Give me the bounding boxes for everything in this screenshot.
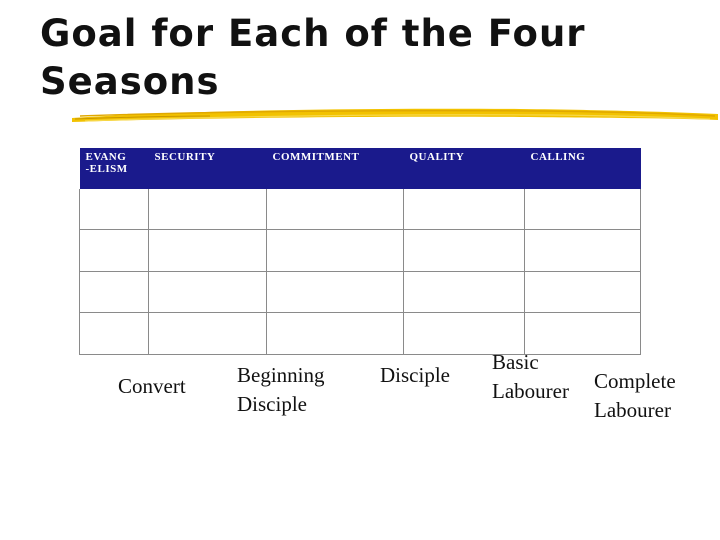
seasons-table: EVANG -ELISM SECURITY COMMITMENT QUALITY … — [79, 148, 641, 355]
table-row — [79, 189, 641, 231]
table-cell — [524, 189, 641, 231]
table-cell — [79, 312, 149, 355]
table-cell — [524, 229, 641, 272]
goal-complete-labourer-line-2: Labourer — [594, 398, 671, 422]
table-cell — [148, 229, 267, 272]
header-evangelism: EVANG -ELISM — [79, 148, 149, 189]
table-cell — [403, 270, 525, 314]
header-calling: CALLING — [524, 148, 641, 189]
slide-title: Goal for Each of the Four Seasons — [40, 10, 660, 106]
header-evangelism-line-1: EVANG — [85, 151, 127, 163]
table-cell — [148, 189, 267, 231]
header-evangelism-line-2: -ELISM — [85, 163, 128, 175]
goal-disciple: Disciple — [380, 363, 450, 387]
table-header-row: EVANG -ELISM SECURITY COMMITMENT QUALITY … — [79, 148, 641, 189]
goal-beginning-disciple: Beginning Disciple — [237, 361, 325, 419]
slide-title-line-2: Seasons — [40, 60, 220, 103]
table-cell — [266, 229, 404, 272]
goal-complete-labourer-line-1: Complete — [594, 369, 676, 393]
header-commitment: COMMITMENT — [266, 148, 404, 189]
goal-basic-labourer-line-1: Basic — [492, 350, 539, 374]
table-cell — [266, 270, 404, 314]
table-cell — [79, 229, 149, 272]
goal-basic-labourer: Basic Labourer — [492, 348, 569, 406]
table-cell — [266, 189, 404, 231]
table-cell — [79, 270, 149, 314]
goal-complete-labourer: Complete Labourer — [594, 367, 676, 425]
table-row — [79, 229, 641, 272]
table-cell — [79, 189, 149, 231]
table-row — [79, 270, 641, 314]
goal-basic-labourer-line-2: Labourer — [492, 379, 569, 403]
title-underline-brushstroke — [72, 108, 718, 122]
table-cell — [403, 189, 525, 231]
table-row — [79, 312, 641, 355]
slide-title-line-1: Goal for Each of the Four — [40, 12, 586, 55]
table-cell — [266, 312, 404, 355]
header-quality: QUALITY — [403, 148, 525, 189]
goal-beginning-disciple-line-1: Beginning — [237, 363, 325, 387]
table-cell — [148, 312, 267, 355]
table-cell — [524, 312, 641, 355]
header-security: SECURITY — [148, 148, 267, 189]
goal-convert: Convert — [118, 374, 186, 398]
table-cell — [148, 270, 267, 314]
table-cell — [524, 270, 641, 314]
goal-beginning-disciple-line-2: Disciple — [237, 392, 307, 416]
table-cell — [403, 229, 525, 272]
